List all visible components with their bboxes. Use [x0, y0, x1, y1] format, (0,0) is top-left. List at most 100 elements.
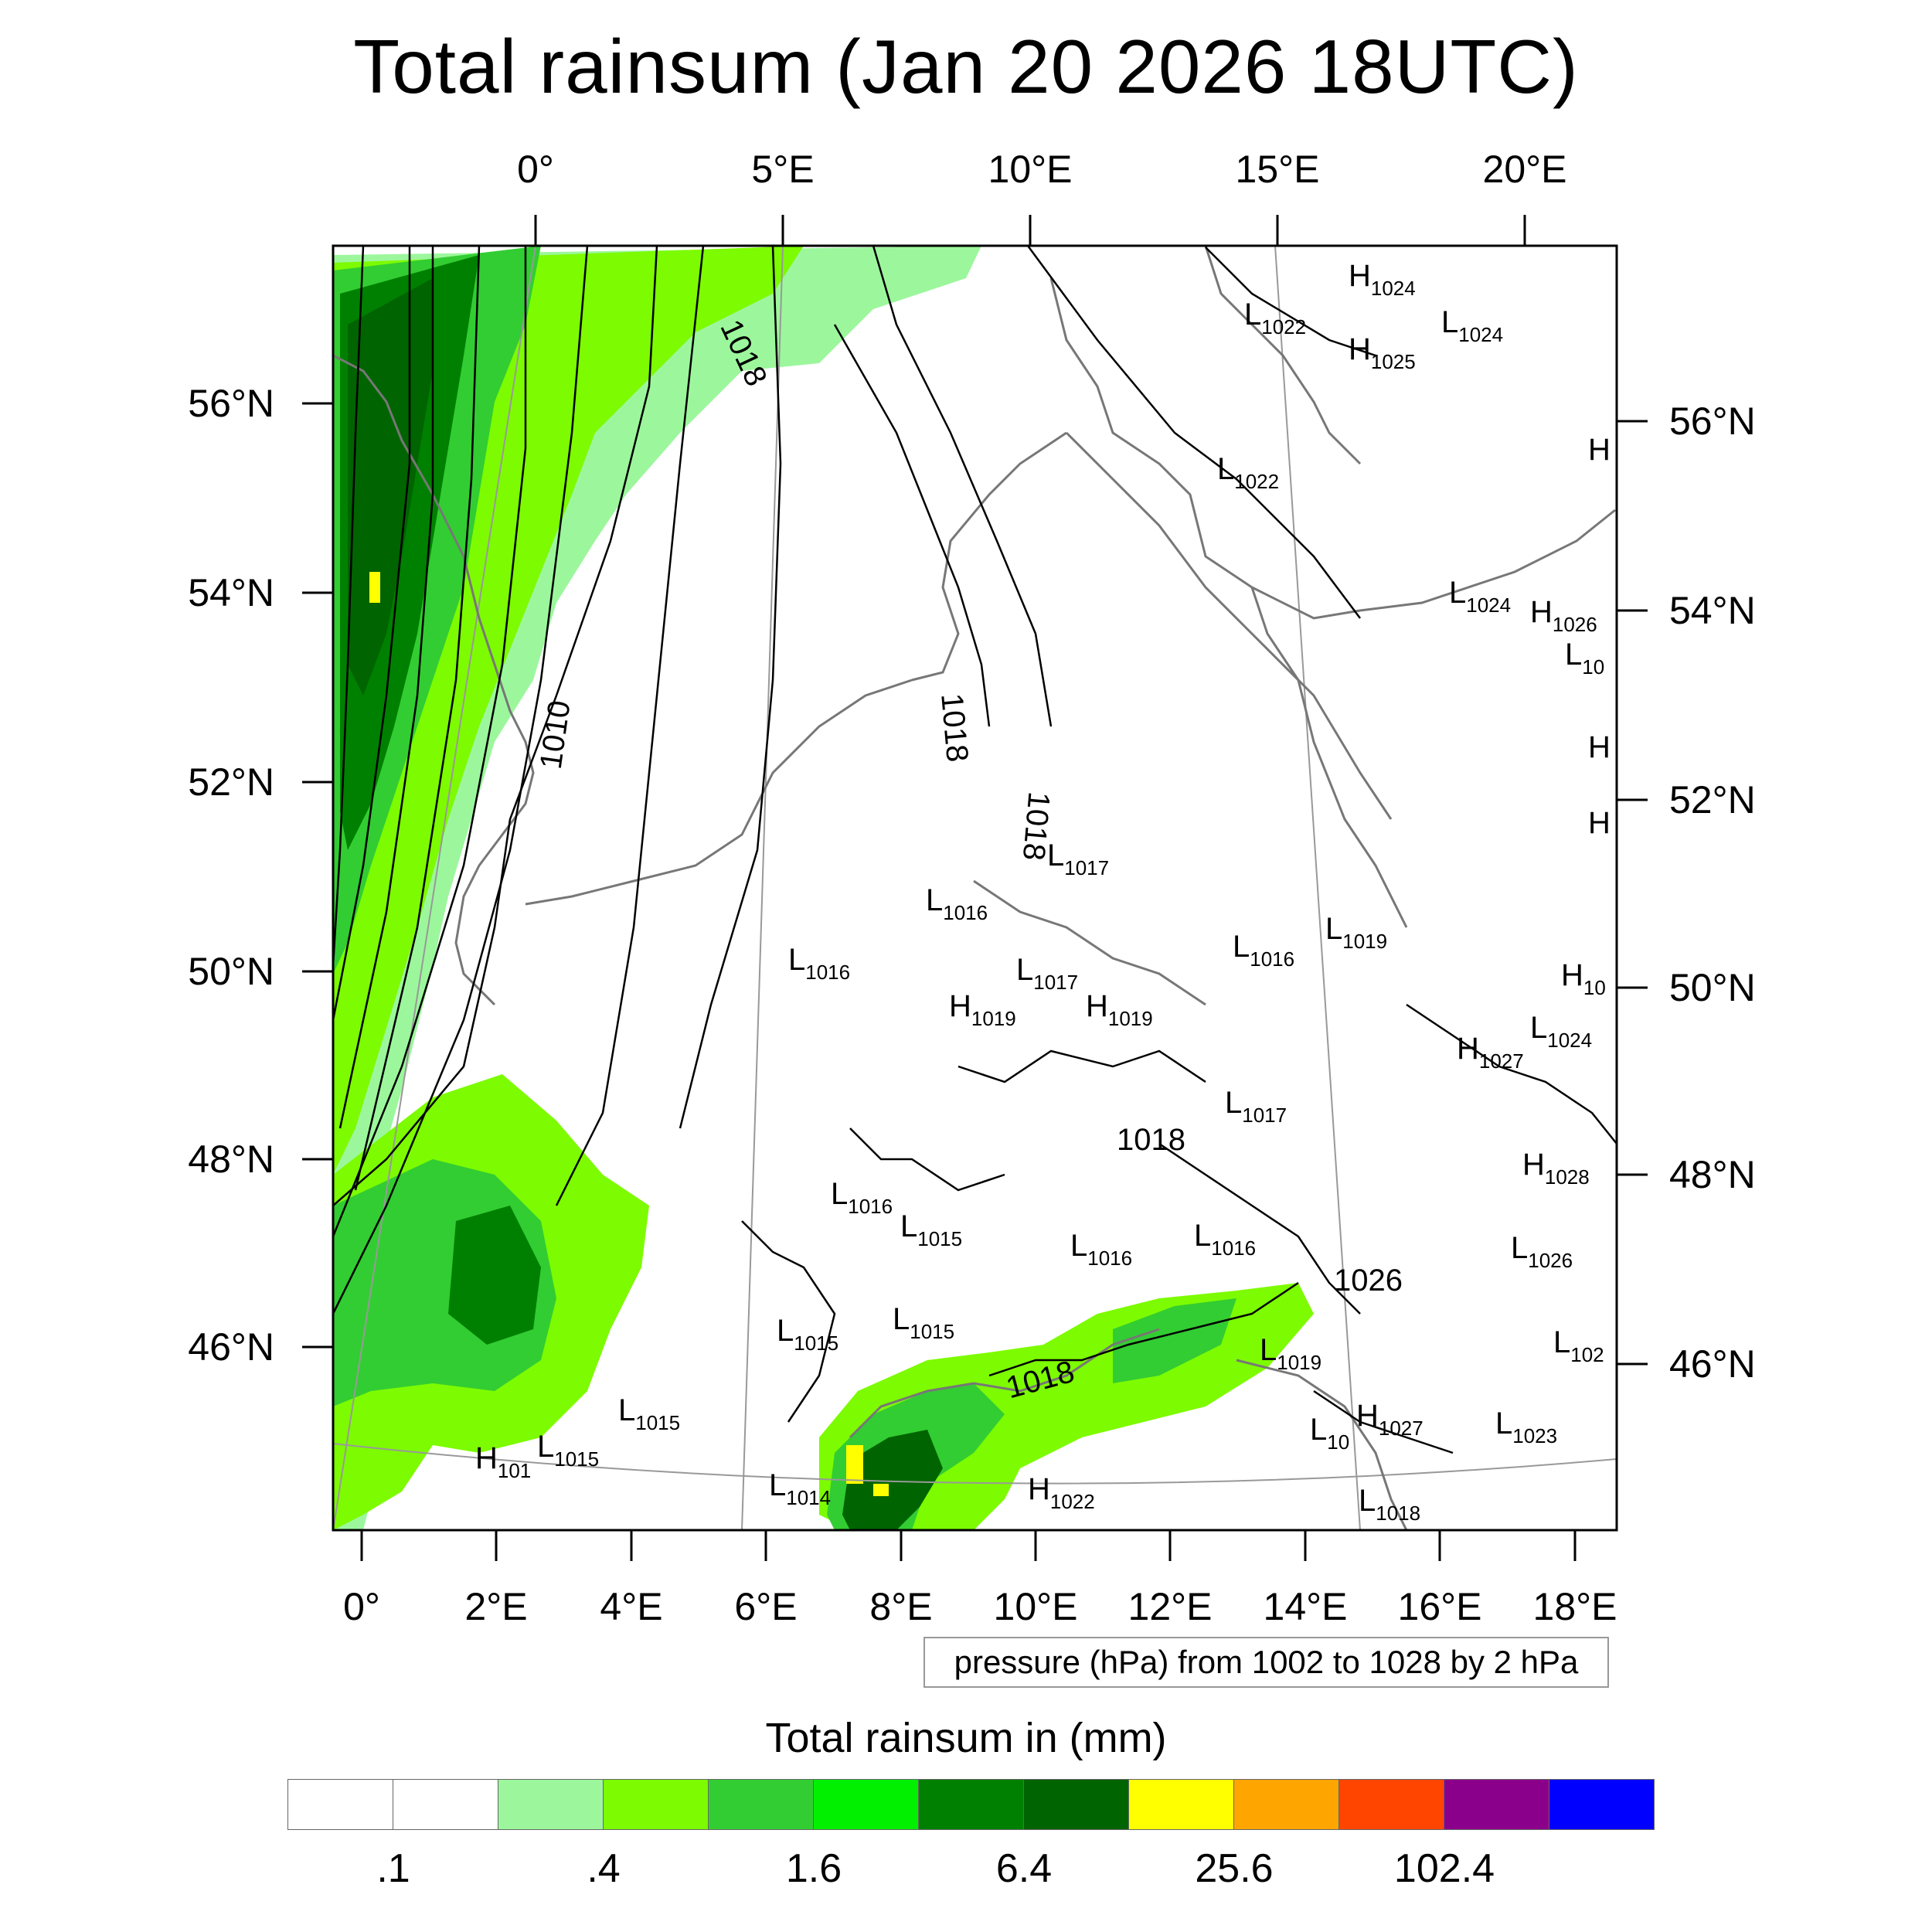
- low-pressure-marker: L1016: [926, 883, 988, 924]
- contour-info-box: pressure (hPa) from 1002 to 1028 by 2 hP…: [923, 1637, 1609, 1688]
- right-lat-label: 52°N: [1669, 778, 1756, 821]
- high-pressure-marker: H10: [1561, 958, 1606, 999]
- low-pressure-marker: L1016: [1233, 930, 1294, 971]
- bottom-lon-label: 12°E: [1128, 1585, 1213, 1628]
- legend-title: Total rainsum in (mm): [765, 1715, 1167, 1761]
- bottom-lon-label: 4°E: [600, 1585, 663, 1628]
- low-pressure-marker: L1022: [1244, 298, 1306, 338]
- rain-peak-west: [369, 572, 380, 603]
- legend-swatch: [1023, 1779, 1129, 1830]
- rain-area-dolomites: [1113, 1298, 1236, 1383]
- low-pressure-marker: L1016: [1194, 1219, 1256, 1260]
- bottom-lon-label: 18°E: [1532, 1585, 1617, 1628]
- left-lat-label: 54°N: [188, 571, 274, 614]
- right-lat-label: 56°N: [1669, 400, 1756, 443]
- low-pressure-marker: L1015: [777, 1314, 838, 1355]
- top-lon-label: 15°E: [1235, 148, 1320, 191]
- legend-label: .4: [587, 1846, 621, 1891]
- low-pressure-marker: L1016: [788, 943, 850, 984]
- left-lat-label: 50°N: [188, 950, 274, 993]
- legend-label: 102.4: [1393, 1846, 1495, 1891]
- low-pressure-marker: L1024: [1530, 1011, 1592, 1052]
- high-pressure-marker: H: [1588, 806, 1611, 840]
- rain-peak-alps: [846, 1445, 863, 1484]
- color-legend-bar: [287, 1779, 1655, 1830]
- legend-label: 25.6: [1195, 1846, 1274, 1891]
- low-pressure-marker: L1024: [1449, 576, 1511, 617]
- bottom-lon-label: 0°: [343, 1585, 380, 1628]
- bottom-lon-label: 2°E: [464, 1585, 528, 1628]
- low-pressure-marker: L1015: [893, 1302, 954, 1343]
- legend-swatch: [603, 1779, 709, 1830]
- legend-label: 1.6: [785, 1846, 842, 1891]
- low-pressure-marker: L1023: [1495, 1406, 1557, 1447]
- low-pressure-marker: L1026: [1511, 1231, 1573, 1272]
- right-lat-label: 54°N: [1669, 589, 1756, 632]
- legend-swatch: [918, 1779, 1024, 1830]
- low-pressure-marker: L1017: [1016, 953, 1078, 994]
- rain-area-alps-heavy: [842, 1430, 943, 1530]
- legend-swatch: [287, 1779, 393, 1830]
- rain-shading: [333, 246, 1314, 1530]
- legend-swatch: [1444, 1779, 1549, 1830]
- low-pressure-marker: L1016: [1070, 1229, 1132, 1270]
- low-pressure-marker: L1017: [1047, 838, 1109, 879]
- bottom-lon-label: 16°E: [1397, 1585, 1482, 1628]
- top-lon-label: 0°: [517, 148, 554, 191]
- right-lat-label: 46°N: [1669, 1342, 1756, 1386]
- low-pressure-marker: L1014: [769, 1468, 831, 1509]
- low-pressure-marker: L1015: [618, 1393, 680, 1434]
- high-pressure-marker: H1024: [1349, 259, 1416, 300]
- low-pressure-marker: L102: [1553, 1325, 1604, 1366]
- legend-swatch: [1338, 1779, 1444, 1830]
- right-lat-label: 48°N: [1669, 1153, 1756, 1196]
- legend-swatch: [813, 1779, 919, 1830]
- low-pressure-marker: L1024: [1441, 305, 1503, 346]
- bottom-lon-label: 14°E: [1263, 1585, 1348, 1628]
- isobar-label: 1026: [1334, 1264, 1403, 1298]
- high-pressure-marker: H1019: [949, 989, 1016, 1030]
- high-pressure-marker: H101: [475, 1441, 531, 1482]
- low-pressure-marker: L10: [1565, 638, 1604, 679]
- legend-swatch: [498, 1779, 604, 1830]
- right-lat-label: 50°N: [1669, 966, 1756, 1009]
- high-pressure-marker: H1027: [1457, 1032, 1524, 1073]
- rain-area-west-max: [348, 278, 433, 696]
- low-pressure-marker: L1017: [1225, 1086, 1287, 1127]
- legend-swatch: [1233, 1779, 1339, 1830]
- low-pressure-marker: L1019: [1260, 1333, 1321, 1374]
- top-lon-label: 5°E: [751, 148, 815, 191]
- bottom-lon-label: 8°E: [869, 1585, 933, 1628]
- left-lat-label: 46°N: [188, 1325, 274, 1369]
- isobar-label: 1018: [1117, 1123, 1185, 1157]
- chart-title: Total rainsum (Jan 20 2026 18UTC): [353, 24, 1579, 109]
- isobar-label: 1018: [1016, 791, 1056, 862]
- bottom-lon-label: 10°E: [993, 1585, 1078, 1628]
- isobars: [333, 246, 1617, 1454]
- legend-swatch: [393, 1779, 498, 1830]
- rain-peak-alps-2: [873, 1484, 889, 1496]
- high-pressure-marker: H: [1588, 730, 1611, 764]
- low-pressure-marker: L1022: [1217, 452, 1279, 493]
- coastlines: [333, 246, 1616, 1530]
- low-pressure-marker: L1015: [900, 1209, 962, 1250]
- low-pressure-marker: L1019: [1325, 912, 1387, 953]
- legend-label: .1: [376, 1846, 410, 1891]
- low-pressure-marker: L1018: [1359, 1484, 1420, 1525]
- bottom-lon-label: 6°E: [734, 1585, 798, 1628]
- isobar-label: 1018: [934, 692, 975, 763]
- high-pressure-marker: H1025: [1349, 332, 1416, 373]
- legend-swatch: [708, 1779, 814, 1830]
- top-lon-label: 10°E: [988, 148, 1073, 191]
- left-lat-label: 48°N: [188, 1138, 274, 1181]
- high-pressure-marker: H: [1588, 433, 1611, 467]
- isobar-label: 1010: [534, 699, 577, 771]
- legend-swatch: [1549, 1779, 1655, 1830]
- pressure-centers: L1022 H1024 L1024 H1025 L1022 H L1024 H 1026 L10 H…: [475, 259, 1611, 1525]
- rain-area-southwest-heavy: [448, 1206, 541, 1345]
- left-lat-label: 56°N: [188, 382, 274, 425]
- legend-swatch: [1128, 1779, 1234, 1830]
- low-pressure-marker: L10: [1310, 1413, 1349, 1454]
- graticule: [333, 246, 1617, 1530]
